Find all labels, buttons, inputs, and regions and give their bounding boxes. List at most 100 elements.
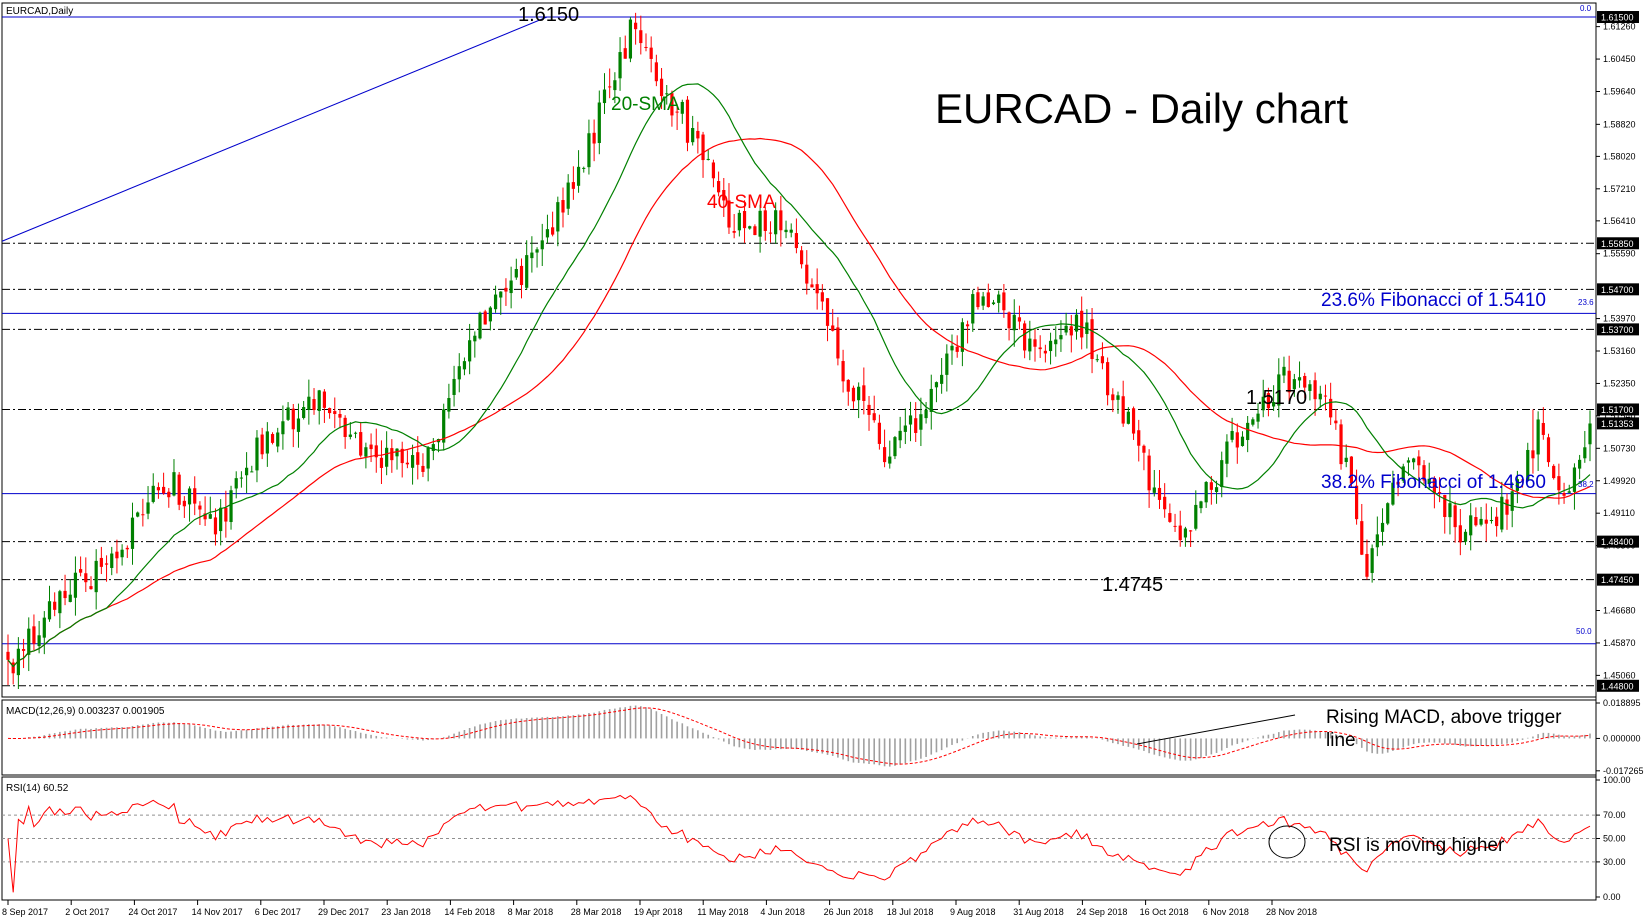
candle-body <box>302 407 306 418</box>
candle-body <box>929 388 933 412</box>
candle-body <box>867 404 871 415</box>
candle-body <box>156 487 161 491</box>
candle-body <box>1142 445 1146 453</box>
candle-body <box>1505 499 1509 515</box>
fib-tag-382: 38.2 <box>1578 480 1594 489</box>
candle-body <box>1038 347 1042 350</box>
level-tag-box <box>1597 403 1639 416</box>
candle-body <box>172 472 176 496</box>
candle-body <box>27 628 31 655</box>
candle-body <box>1380 522 1385 532</box>
level-tag-box <box>1597 535 1639 548</box>
candle-body <box>333 411 337 415</box>
x-tick-label: 8 Sep 2017 <box>2 907 48 917</box>
candle-body <box>950 345 954 351</box>
candle-body <box>1412 458 1416 463</box>
candle-body <box>960 322 964 352</box>
candle-body <box>1220 460 1224 488</box>
candle-body <box>1546 437 1551 463</box>
level-tag-label: 1.61500 <box>1601 13 1634 23</box>
candle-body <box>841 361 845 382</box>
candle-body <box>965 324 970 327</box>
candle-body <box>1349 456 1354 484</box>
candle-body <box>1080 310 1084 338</box>
candle-body <box>898 430 902 441</box>
candle-body <box>405 462 409 465</box>
candle-body <box>327 408 332 414</box>
candle-body <box>348 434 352 437</box>
candle-body <box>836 327 840 359</box>
candle-body <box>1147 455 1151 491</box>
candle-body <box>680 101 684 114</box>
candle-body <box>763 210 767 231</box>
candle-body <box>151 485 155 502</box>
candle-body <box>1054 339 1058 345</box>
candle-body <box>597 102 601 144</box>
candle-body <box>1106 362 1110 396</box>
candle-body <box>1334 420 1338 424</box>
candle-body <box>110 553 114 568</box>
candle-body <box>343 417 347 438</box>
candle-body <box>914 418 918 433</box>
candle-body <box>545 229 550 238</box>
candle-body <box>1427 478 1431 485</box>
candle-body <box>291 408 295 430</box>
candle-body <box>79 569 83 573</box>
candle-body <box>312 399 316 411</box>
candle-body <box>1432 477 1436 494</box>
candle-body <box>1370 548 1374 573</box>
candle-body <box>1111 394 1115 401</box>
x-tick-label: 24 Oct 2017 <box>128 907 177 917</box>
candle-body <box>1500 496 1504 530</box>
candle-body <box>1406 460 1411 463</box>
macd-y-label: 0.018895 <box>1603 698 1641 708</box>
candle-body <box>1074 314 1079 332</box>
candle-body <box>571 182 575 189</box>
candle-body <box>1189 530 1193 532</box>
candle-body <box>1552 465 1556 479</box>
x-tick-label: 18 Jul 2018 <box>887 907 934 917</box>
candle-body <box>820 292 824 302</box>
candle-body <box>1479 518 1483 525</box>
candle-body <box>250 471 254 473</box>
candle-body <box>825 298 830 326</box>
candle-body <box>582 167 586 169</box>
candle-body <box>281 421 285 435</box>
candle-body <box>198 505 202 510</box>
candle-body <box>1443 494 1447 518</box>
candle-body <box>125 547 129 550</box>
x-tick-label: 23 Jan 2018 <box>381 907 431 917</box>
candle-body <box>1173 525 1177 527</box>
candle-body <box>1297 377 1302 381</box>
current-price-box <box>1597 417 1639 430</box>
candle-body <box>1204 482 1208 503</box>
candle-body <box>400 448 404 464</box>
level-tag-box <box>1597 237 1639 250</box>
candle-body <box>1059 335 1063 340</box>
level-tag-label: 1.47450 <box>1601 575 1634 585</box>
candle-body <box>1043 350 1047 354</box>
y-tick-label: 1.56410 <box>1603 216 1636 226</box>
candle-body <box>286 407 290 420</box>
y-tick-label: 1.51540 <box>1603 411 1636 421</box>
level-tag-label: 1.53700 <box>1601 325 1634 335</box>
candle-body <box>877 422 881 444</box>
fib-tag-50: 50.0 <box>1576 627 1592 636</box>
macd-trendline <box>1136 714 1296 745</box>
sma20-label: 20-SMA <box>611 94 680 115</box>
candle-body <box>1100 356 1105 364</box>
candle-body <box>1344 457 1348 463</box>
chart-title: EURCAD - Daily chart <box>935 85 1348 132</box>
candle-body <box>68 594 72 602</box>
x-tick-label: 29 Dec 2017 <box>318 907 369 917</box>
y-tick-label: 1.45870 <box>1603 638 1636 648</box>
rsi-highlight-circle <box>1268 825 1306 859</box>
candle-body <box>410 455 415 468</box>
candle-body <box>608 86 612 88</box>
sma20-line <box>7 83 1591 668</box>
candle-body <box>799 250 804 265</box>
candle-body <box>654 62 658 82</box>
candle-body <box>177 474 181 505</box>
candle-body <box>167 491 171 498</box>
candle-body <box>561 200 565 213</box>
